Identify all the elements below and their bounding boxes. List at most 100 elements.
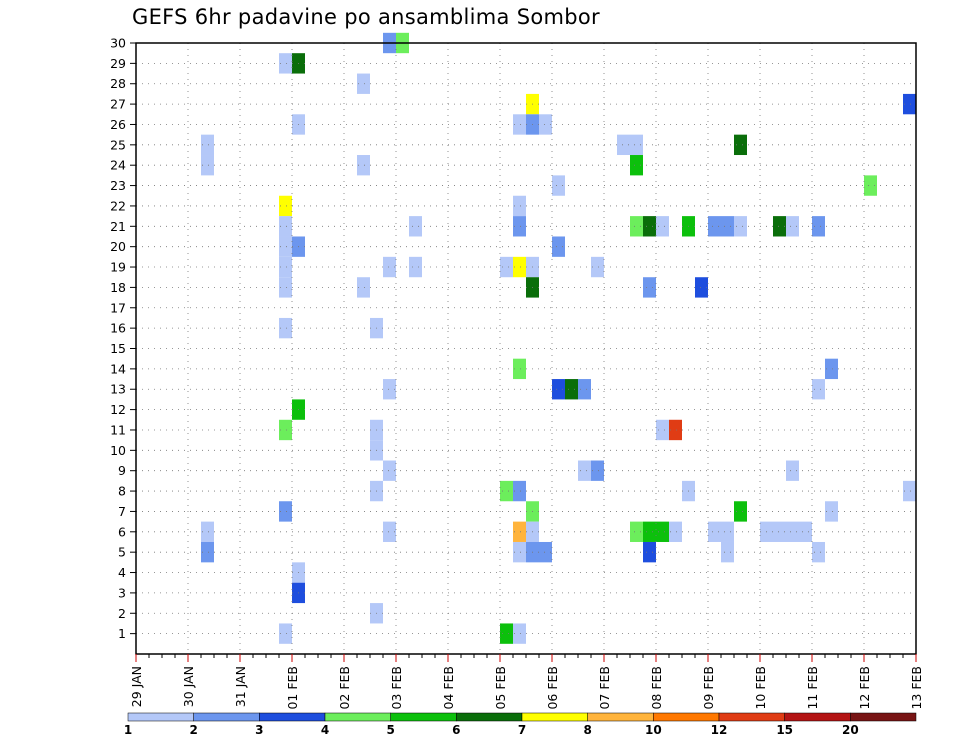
heatmap-cell <box>201 521 214 542</box>
colorbar-segment <box>784 712 851 722</box>
heatmap-cell <box>513 541 526 563</box>
heatmap-cell <box>825 501 838 522</box>
heatmap-cell <box>500 256 513 278</box>
heatmap-cell <box>409 256 422 278</box>
colorbar-segment <box>521 712 588 722</box>
y-tick-label: 20 <box>110 239 126 254</box>
colorbar-label: 4 <box>321 723 329 737</box>
x-tick-label: 29 JAN <box>129 666 144 707</box>
heatmap-cell <box>812 541 825 563</box>
heatmap-cell <box>357 155 370 176</box>
y-tick-label: 9 <box>118 463 126 478</box>
y-tick-label: 28 <box>110 76 126 91</box>
heatmap-cell <box>773 216 786 237</box>
heatmap-cell <box>578 379 591 400</box>
colorbar-segment <box>587 712 654 722</box>
x-tick-label: 11 FEB <box>805 666 820 710</box>
heatmap-cell <box>201 134 214 156</box>
heatmap-cell <box>708 521 721 542</box>
heatmap-cell <box>591 460 604 481</box>
y-tick-label: 2 <box>118 606 126 621</box>
heatmap-cell <box>279 277 292 298</box>
colorbar-segment <box>259 712 326 722</box>
heatmap-cell <box>734 216 747 237</box>
heatmap-cell <box>903 480 916 502</box>
heatmap-cell <box>786 521 799 542</box>
heatmap-cell <box>643 541 656 563</box>
heatmap-cell <box>825 358 838 380</box>
heatmap-cell <box>539 114 552 135</box>
heatmap-cell <box>812 379 825 400</box>
y-tick-label: 24 <box>110 158 126 173</box>
x-tick-label: 08 FEB <box>649 666 664 710</box>
colorbar-label: 2 <box>189 723 197 737</box>
heatmap-cell <box>734 501 747 522</box>
heatmap-cell <box>513 216 526 237</box>
y-tick-label: 15 <box>110 341 126 356</box>
heatmap-cell <box>786 216 799 237</box>
colorbar: 1 2 3 4 5 6 7 8 10 12 15 20 <box>124 712 917 737</box>
heatmap-cell <box>513 480 526 502</box>
x-tick-label: 01 FEB <box>285 666 300 710</box>
y-tick-label: 11 <box>110 422 126 437</box>
heatmap-cell <box>513 358 526 380</box>
y-tick-label: 27 <box>110 97 126 112</box>
y-tick-label: 8 <box>118 484 126 499</box>
heatmap-cell <box>708 216 721 237</box>
heatmap-cell <box>279 236 292 257</box>
heatmap-cell <box>565 379 578 400</box>
colorbar-label: 20 <box>842 723 859 737</box>
heatmap-cell <box>617 134 630 156</box>
heatmap-cells <box>201 32 916 644</box>
heatmap-cell <box>409 216 422 237</box>
x-tick-label: 10 FEB <box>753 666 768 710</box>
heatmap-cell <box>695 277 708 298</box>
colorbar-segment <box>324 712 391 722</box>
x-tick-label: 30 JAN <box>181 666 196 707</box>
heatmap-cell <box>279 195 292 217</box>
heatmap-cell <box>773 521 786 542</box>
heatmap-cell <box>279 317 292 339</box>
x-axis: 29 JAN 30 JAN 31 JAN 01 FEB 02 FEB 03 FEB 04 F… <box>129 654 924 710</box>
heatmap-cell <box>656 216 669 237</box>
heatmap-cell <box>552 236 565 257</box>
colorbar-segment <box>456 712 523 722</box>
colorbar-label: 10 <box>645 723 662 737</box>
heatmap-cell <box>903 93 916 115</box>
heatmap-cell <box>357 277 370 298</box>
heatmap-cell <box>383 256 396 278</box>
colorbar-label: 8 <box>583 723 591 737</box>
heatmap-cell <box>383 521 396 542</box>
colorbar-segment <box>390 712 457 722</box>
x-tick-label: 12 FEB <box>857 666 872 710</box>
heatmap-cell <box>383 460 396 481</box>
heatmap-cell <box>279 419 292 441</box>
heatmap-cell <box>500 623 513 644</box>
y-tick-label: 7 <box>118 504 126 519</box>
x-tick-label: 31 JAN <box>233 666 248 707</box>
heatmap-cell <box>656 419 669 441</box>
heatmap-cell <box>500 480 513 502</box>
colorbar-label: 7 <box>518 723 526 737</box>
colorbar-segment <box>718 712 785 722</box>
x-tick-label: 03 FEB <box>389 666 404 710</box>
colorbar-label: 12 <box>711 723 728 737</box>
heatmap-cell <box>656 521 669 542</box>
y-axis: 1234567891011121314151617181920212223242… <box>110 36 136 641</box>
colorbar-segment <box>653 712 720 722</box>
x-tick-label: 02 FEB <box>337 666 352 710</box>
heatmap-cell <box>357 73 370 94</box>
heatmap-cell <box>201 541 214 563</box>
heatmap-cell <box>383 379 396 400</box>
y-tick-label: 13 <box>110 382 126 397</box>
heatmap-cell <box>630 134 643 156</box>
chart-title: GEFS 6hr padavine po ansamblima Sombor <box>132 5 600 29</box>
colorbar-label: 5 <box>386 723 394 737</box>
heatmap-cell <box>812 216 825 237</box>
heatmap-cell <box>279 53 292 74</box>
y-tick-label: 22 <box>110 198 126 213</box>
x-tick-label: 06 FEB <box>545 666 560 710</box>
heatmap-cell <box>539 541 552 563</box>
y-tick-label: 5 <box>118 545 126 560</box>
